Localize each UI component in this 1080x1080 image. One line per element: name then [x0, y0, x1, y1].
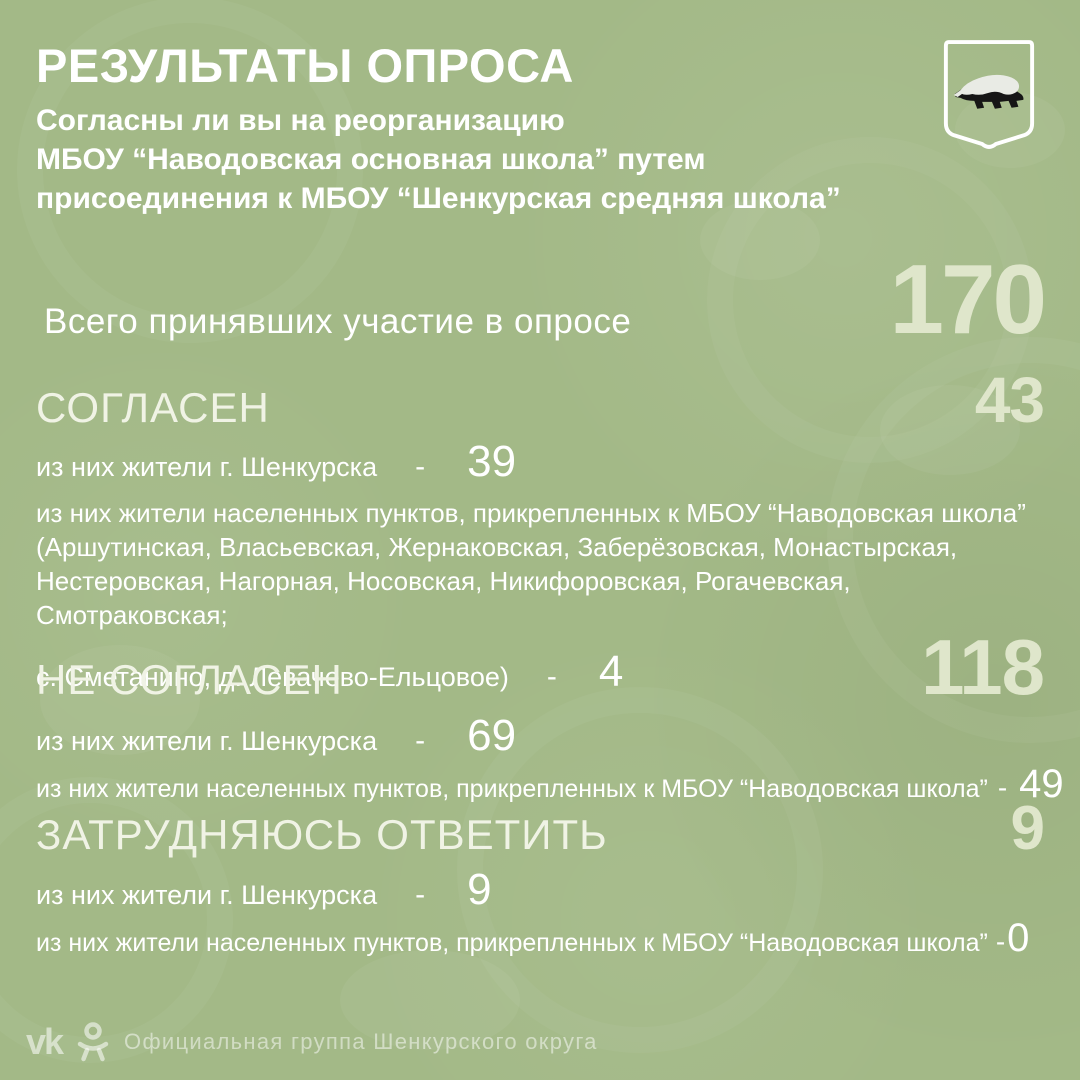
disagree-villages-row: из них жители населенных пунктов, прикре… [36, 764, 1064, 804]
undecided-villages-dash: - [995, 926, 1006, 957]
undecided-villages-label: из них жители населенных пунктов, прикре… [36, 929, 988, 957]
undecided-villages-row: из них жители населенных пунктов, прикре… [36, 918, 1044, 958]
section-undecided-total: 9 [1010, 794, 1045, 863]
badger-crest-icon [940, 36, 1038, 152]
ok-icon [77, 1022, 109, 1062]
survey-question-line-2: МБОУ “Наводовская основная школа” путем [36, 142, 706, 176]
undecided-city-dash: - [415, 878, 426, 911]
disagree-city-label: из них жители г. Шенкурска [36, 726, 378, 756]
agree-villages-line-3: Нестеровская, Нагорная, Носовская, Никиф… [36, 566, 851, 631]
section-undecided-title: ЗАТРУДНЯЮСЬ ОТВЕТИТЬ [36, 811, 608, 858]
agree-villages-dash: - [546, 660, 557, 694]
header: РЕЗУЛЬТАТЫ ОПРОСА Согласны ли вы на реор… [36, 39, 920, 218]
section-agree-header: СОГЛАСЕН 43 [36, 364, 1045, 436]
survey-question-line-1: Согласны ли вы на реорганизацию [36, 103, 565, 137]
disagree-villages-label: из них жители населенных пунктов, прикре… [36, 775, 988, 803]
agree-villages-tail-row: с. Сметанино, д. Левачево-Ельцовое) - 4 [36, 650, 1044, 694]
section-disagree-title: НЕ СОГЛАСЕН [36, 656, 343, 703]
section-undecided: ЗАТРУДНЯЮСЬ ОТВЕТИТЬ 9 из них жители г. … [36, 794, 1045, 959]
undecided-city-value: 9 [467, 865, 492, 914]
section-disagree-total: 118 [921, 623, 1045, 711]
agree-city-row: из них жители г. Шенкурска - 39 [36, 440, 1044, 484]
total-participants-row: Всего принявших участие в опросе 170 [44, 244, 1047, 354]
total-participants-label: Всего принявших участие в опросе [44, 302, 632, 341]
undecided-city-row: из них жители г. Шенкурска - 9 [36, 868, 1044, 912]
page-title: РЕЗУЛЬТАТЫ ОПРОСА [36, 39, 574, 92]
agree-villages-line-2: (Аршутинская, Власьевская, Жернаковская,… [36, 532, 958, 563]
vk-icon: vk [26, 1021, 64, 1062]
section-disagree-header: НЕ СОГЛАСЕН 118 [36, 623, 1045, 711]
disagree-city-row: из них жители г. Шенкурска - 69 [36, 714, 1044, 758]
footer-group-name: Официальная группа Шенкурского округа [124, 1029, 598, 1054]
agree-city-value: 39 [467, 437, 517, 487]
section-agree-total: 43 [974, 364, 1045, 436]
total-participants-value: 170 [889, 244, 1047, 354]
disagree-city-dash: - [415, 724, 426, 757]
disagree-villages-dash: - [997, 772, 1008, 803]
section-agree: СОГЛАСЕН 43 из них жители г. Шенкурска -… [36, 364, 1045, 694]
section-undecided-header: ЗАТРУДНЯЮСЬ ОТВЕТИТЬ 9 [36, 794, 1045, 863]
agree-city-label: из них жители г. Шенкурска [36, 452, 378, 483]
survey-question: Согласны ли вы на реорганизацию МБОУ “На… [36, 101, 920, 218]
undecided-city-label: из них жители г. Шенкурска [36, 880, 378, 910]
disagree-city-value: 69 [467, 711, 517, 760]
agree-villages-tail-label: с. Сметанино, д. Левачево-Ельцовое) [36, 662, 509, 693]
disagree-villages-value: 49 [1019, 762, 1064, 806]
agree-villages-line-1: из них жители населенных пунктов, прикре… [36, 498, 1026, 529]
agree-city-dash: - [415, 450, 426, 484]
agree-villages-paragraph: из них жители населенных пунктов, прикре… [36, 496, 1044, 632]
section-agree-title: СОГЛАСЕН [36, 384, 270, 431]
section-disagree: НЕ СОГЛАСЕН 118 из них жители г. Шенкурс… [36, 623, 1064, 804]
footer: vk Официальная группа Шенкурского округа [26, 1022, 598, 1062]
agree-villages-value: 4 [598, 647, 624, 697]
survey-question-line-3: присоединения к МБОУ “Шенкурская средняя… [36, 181, 841, 215]
undecided-villages-value: 0 [1007, 916, 1030, 960]
